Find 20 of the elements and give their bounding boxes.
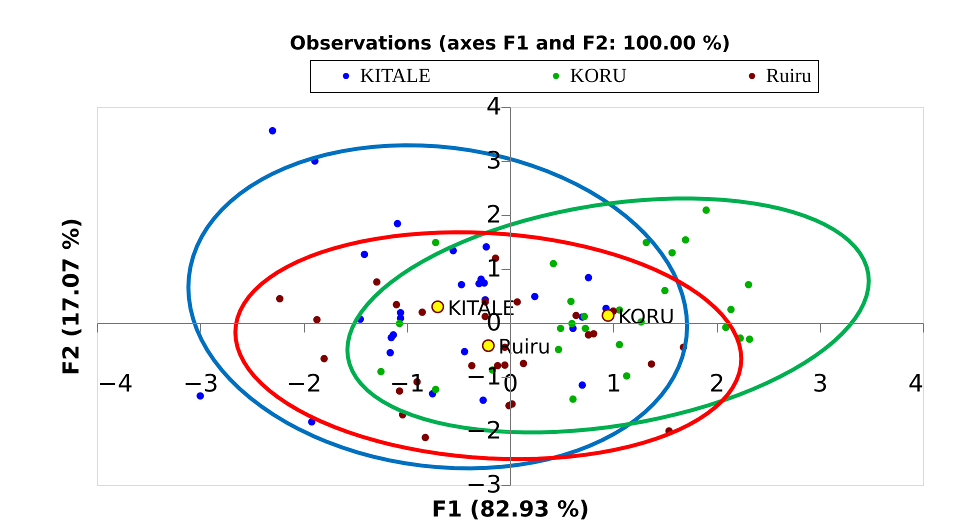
annotation: KORU: [618, 304, 674, 328]
x-tick-label: −3: [183, 370, 218, 398]
y-tick-label: 4: [486, 92, 502, 120]
x-tick-label: 4: [908, 370, 924, 398]
annotation: Ruiru: [498, 334, 550, 359]
x-tick-label: −1: [390, 370, 425, 398]
x-tick-label: −2: [286, 370, 322, 398]
x-axis-title: F1 (82.93 %): [432, 498, 590, 522]
x-tick-label: 2: [709, 370, 725, 398]
x-tick-label: −4: [98, 370, 133, 398]
y-tick-label: −3: [466, 470, 502, 498]
x-tick-label: 1: [606, 370, 622, 398]
y-tick-label: 2: [486, 200, 502, 228]
y-axis-title: F2 (17.07 %): [60, 218, 84, 376]
legend-label: KORU: [570, 65, 628, 87]
legend-label: Ruiru: [766, 65, 812, 87]
x-tick-label: 3: [812, 370, 828, 398]
y-tick-label: 1: [486, 254, 502, 282]
legend-label: KITALE: [360, 65, 431, 87]
chart-title: Observations (axes F1 and F2: 100.00 %): [290, 32, 730, 54]
